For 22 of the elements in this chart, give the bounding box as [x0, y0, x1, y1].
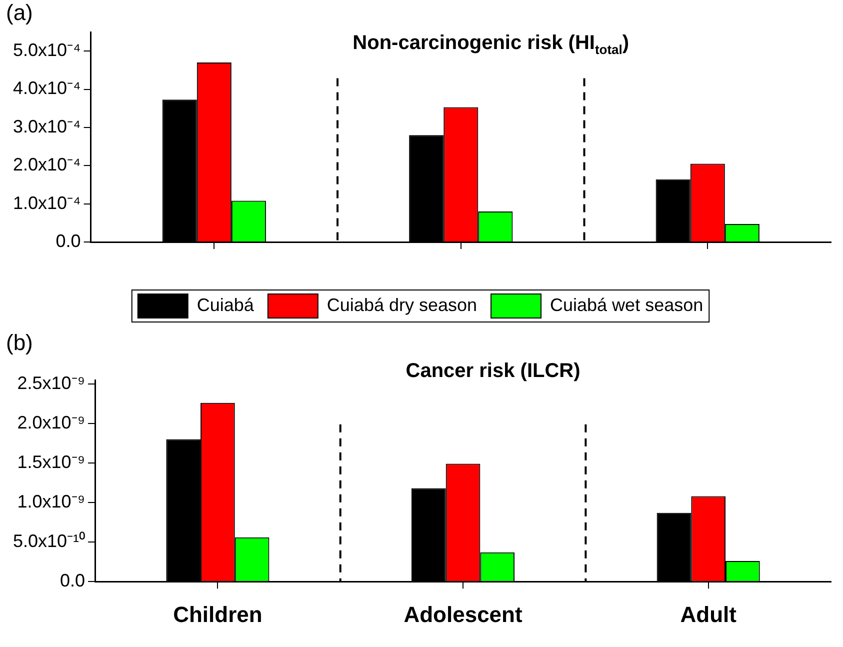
y-tick-label: 1.0x10⁻⁴	[12, 192, 81, 213]
y-tick-label: 1.5x10⁻⁹	[17, 452, 86, 472]
y-tick-label: 5.0x10⁻¹⁰	[12, 531, 86, 552]
text: (a)	[6, 0, 33, 26]
y-tick-label: 0.0	[60, 570, 86, 591]
legend-label: Cuiabá dry season	[326, 294, 478, 315]
text: (b)	[6, 330, 33, 356]
legend-label: Cuiabá wet season	[550, 294, 704, 315]
y-tick-label: 0.0	[56, 230, 81, 251]
chart-title: Non-carcinogenic risk (HI$_{total}$)	[352, 32, 630, 57]
y-tick-label: 1.0x10⁻⁹	[17, 492, 86, 512]
x-tick-label: Adult	[680, 602, 738, 627]
y-tick-label: 2.0x10⁻⁹	[17, 412, 86, 432]
y-tick-label: 3.0x10⁻⁴	[12, 116, 81, 136]
y-tick-label: 2.5x10⁻⁹	[17, 372, 86, 393]
x-tick-label: Children	[173, 602, 262, 627]
y-tick-label: 2.0x10⁻⁴	[12, 154, 81, 175]
chart-title: Cancer risk (ILCR)	[406, 360, 580, 383]
y-tick-label: 4.0x10⁻⁴	[12, 78, 81, 98]
y-tick-label: 5.0x10⁻⁴	[12, 40, 81, 60]
legend-label: Cuiabá	[196, 294, 255, 315]
x-tick-label: Adolescent	[404, 602, 523, 627]
